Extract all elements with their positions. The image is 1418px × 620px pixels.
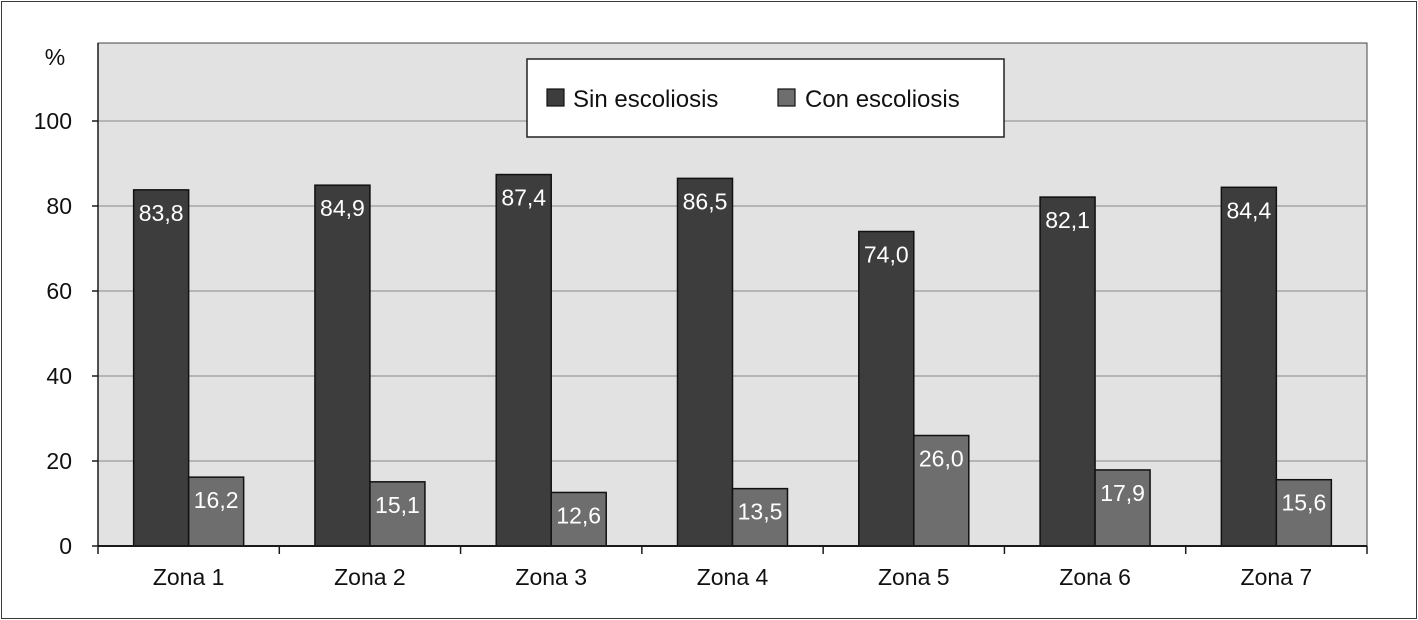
data-label: 15,1 xyxy=(375,492,420,518)
legend-box xyxy=(526,58,1005,138)
x-tick-label: Zona 5 xyxy=(878,564,950,590)
legend-swatch xyxy=(777,88,796,107)
bar-sin-escoliosis xyxy=(495,173,552,547)
bar-sin-escoliosis xyxy=(1220,186,1278,547)
x-tick-label: Zona 7 xyxy=(1241,564,1313,590)
bar-sin-escoliosis xyxy=(314,184,371,547)
data-label: 13,5 xyxy=(738,499,783,525)
y-tick-label: 100 xyxy=(34,108,72,134)
legend-label: Sin escoliosis xyxy=(573,86,718,113)
bar-con-escoliosis xyxy=(1094,469,1151,547)
data-label: 84,9 xyxy=(320,195,365,221)
y-axis-label: % xyxy=(45,44,65,70)
x-tick-label: Zona 2 xyxy=(334,564,406,590)
data-label: 84,4 xyxy=(1226,197,1271,223)
axes xyxy=(97,43,1367,547)
data-label: 74,0 xyxy=(864,242,909,268)
bar-sin-escoliosis xyxy=(132,189,190,547)
y-tick-label: 80 xyxy=(46,193,72,219)
data-label: 86,5 xyxy=(683,188,728,214)
data-label: 26,0 xyxy=(919,446,964,472)
y-tick-label: 60 xyxy=(46,278,72,304)
data-label: 16,2 xyxy=(194,487,239,513)
y-tick-label: 20 xyxy=(46,448,72,474)
x-tick-label: Zona 3 xyxy=(515,564,587,590)
bar-con-escoliosis xyxy=(369,481,426,547)
y-tick-label: 0 xyxy=(59,533,72,559)
bar-sin-escoliosis xyxy=(676,177,734,547)
bar-con-escoliosis xyxy=(550,491,607,547)
bar-sin-escoliosis xyxy=(1039,196,1096,547)
data-label: 12,6 xyxy=(556,502,601,528)
data-labels: 83,8 16,2 84,9 15,1 87,4 12,6 86,5 13,5 74,0 26,0… xyxy=(139,185,1326,529)
legend: Sin escoliosis Con escoliosis xyxy=(526,58,1005,138)
bar-con-escoliosis xyxy=(913,434,970,547)
bar-con-escoliosis xyxy=(731,487,789,547)
bars xyxy=(132,173,1333,547)
data-label: 83,8 xyxy=(139,200,184,226)
x-tick-label: Zona 6 xyxy=(1059,564,1131,590)
bar-sin-escoliosis xyxy=(858,230,915,547)
data-label: 15,6 xyxy=(1281,490,1326,516)
bar-con-escoliosis xyxy=(187,476,245,547)
data-label: 87,4 xyxy=(501,185,546,211)
legend-label: Con escoliosis xyxy=(805,86,960,113)
y-tick-label: 40 xyxy=(46,363,72,389)
x-tick-label: Zona 1 xyxy=(153,564,225,590)
data-label: 17,9 xyxy=(1100,480,1145,506)
legend-swatch xyxy=(546,88,565,107)
x-tick-label: Zona 4 xyxy=(697,564,769,590)
y-axis-ticks: 0 20 40 60 80 100 xyxy=(34,108,98,559)
x-axis-ticks: Zona 1 Zona 2 Zona 3 Zona 4 Zona 5 Zona 6 Zona… xyxy=(97,546,1368,590)
bar-con-escoliosis xyxy=(1275,478,1333,547)
data-label: 82,1 xyxy=(1045,207,1090,233)
